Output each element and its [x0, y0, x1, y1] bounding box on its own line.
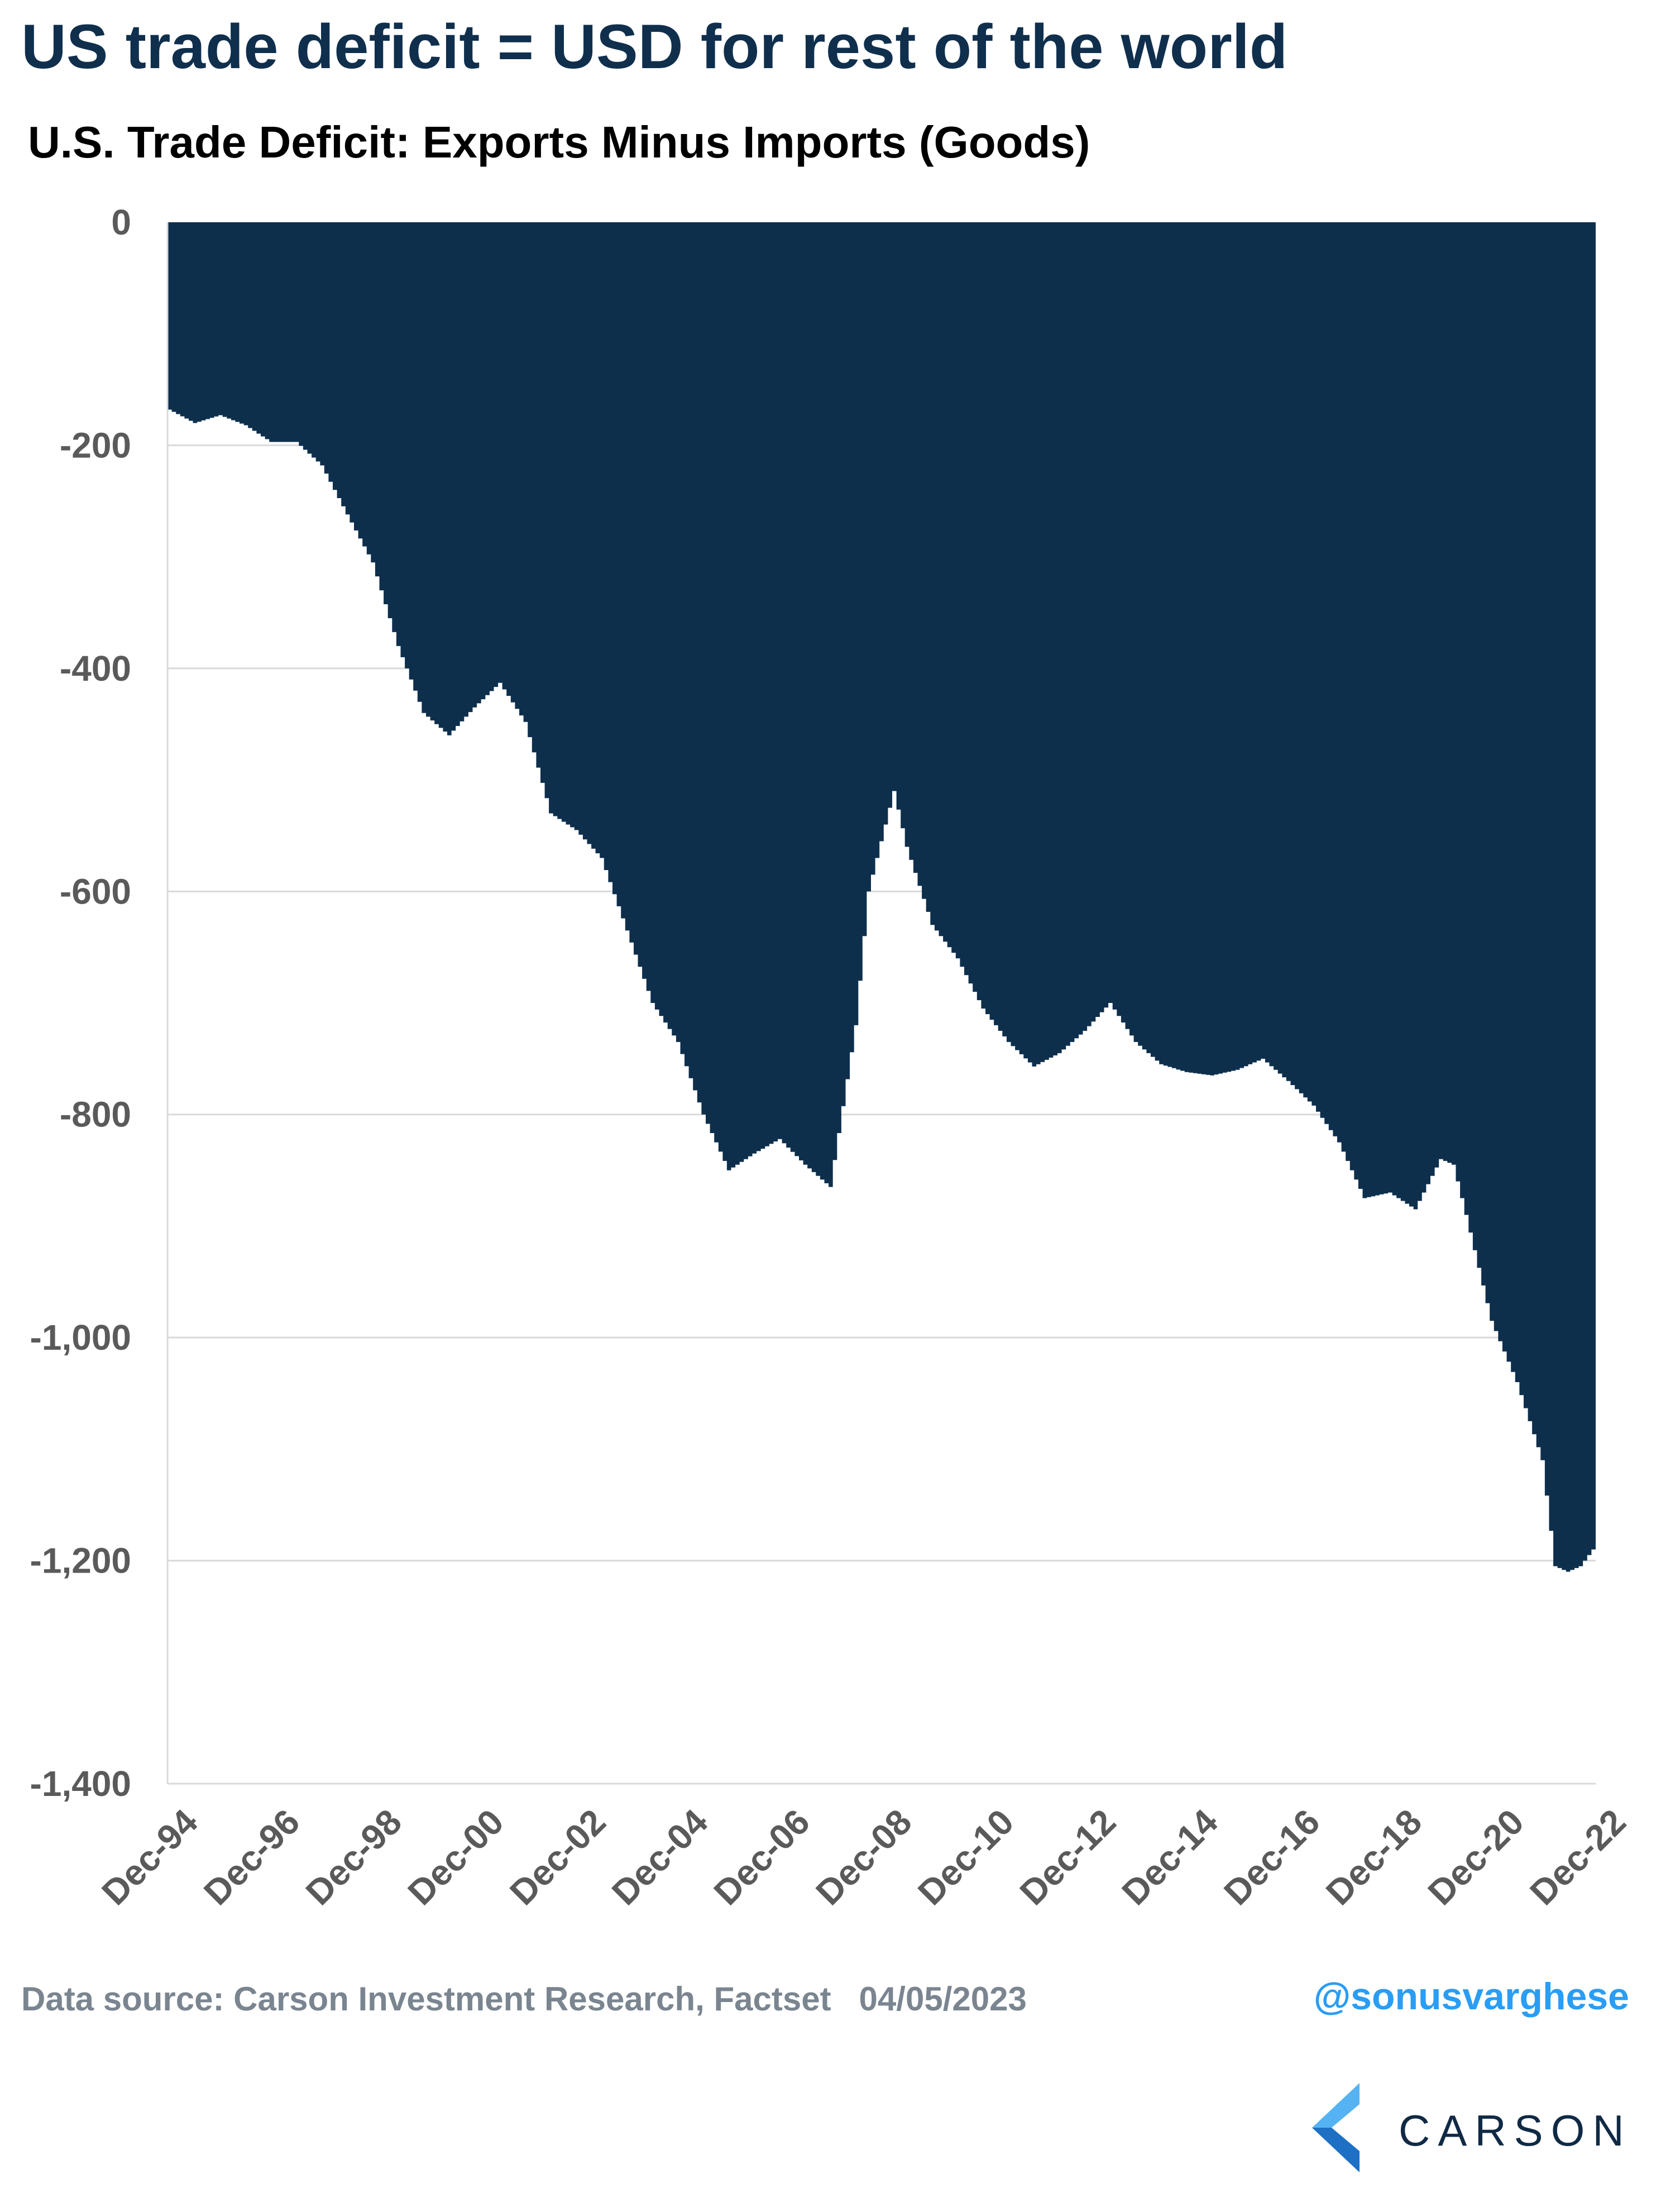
logo-text: CARSON	[1399, 2106, 1632, 2155]
trade-deficit-area	[167, 222, 1596, 1572]
y-tick-label: 0	[111, 202, 131, 242]
x-tick-label: Dec-22	[1522, 1802, 1633, 1913]
y-tick-label: -1,400	[30, 1764, 131, 1804]
x-tick-label: Dec-12	[1012, 1802, 1123, 1913]
y-axis-ticks: 0 -200 -400 -600 -800 -1,000 -1,200 -1,400	[30, 202, 131, 1804]
x-axis-ticks: Dec-94Dec-96Dec-98Dec-00Dec-02Dec-04Dec-…	[94, 1802, 1633, 1913]
carson-logo-icon	[1312, 2083, 1360, 2172]
headline: US trade deficit = USD for rest of the w…	[21, 12, 1288, 82]
x-tick-label: Dec-00	[400, 1802, 511, 1913]
y-tick-label: -1,000	[30, 1317, 131, 1358]
chart-subtitle: U.S. Trade Deficit: Exports Minus Import…	[28, 117, 1090, 167]
axis-layer	[166, 222, 1596, 1785]
x-tick-label: Dec-98	[298, 1802, 409, 1913]
y-tick-label: -400	[60, 648, 131, 689]
y-tick-label: -200	[60, 425, 131, 465]
x-tick-label: Dec-10	[910, 1802, 1021, 1913]
y-tick-label: -1,200	[30, 1541, 131, 1581]
y-tick-label: -800	[60, 1095, 131, 1135]
x-tick-label: Dec-94	[94, 1802, 205, 1913]
data-source-note: Data source: Carson Investment Research,…	[21, 1980, 1027, 2018]
twitter-handle[interactable]: @sonusvarghese	[1313, 1975, 1629, 2018]
logo-mark-top	[1312, 2083, 1360, 2128]
x-tick-label: Dec-04	[604, 1802, 716, 1913]
x-tick-label: Dec-06	[706, 1802, 817, 1913]
x-tick-label: Dec-16	[1216, 1802, 1327, 1913]
chart: 0 -200 -400 -600 -800 -1,000 -1,200 -1,400 Dec-…	[30, 202, 1634, 1913]
x-tick-label: Dec-08	[808, 1802, 919, 1913]
x-tick-label: Dec-14	[1114, 1802, 1226, 1913]
area-layer	[167, 222, 1596, 1572]
carson-logo: CARSON	[1312, 2083, 1625, 2172]
y-tick-label: -600	[60, 871, 131, 911]
x-tick-label: Dec-02	[502, 1802, 613, 1913]
x-tick-label: Dec-96	[196, 1802, 307, 1913]
x-tick-label: Dec-20	[1420, 1802, 1531, 1913]
logo-mark-bottom	[1312, 2128, 1360, 2172]
x-tick-label: Dec-18	[1318, 1802, 1429, 1913]
